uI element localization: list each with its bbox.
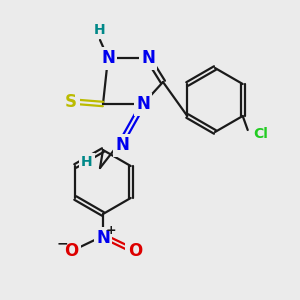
Text: N: N (136, 95, 150, 113)
Text: N: N (115, 136, 129, 154)
Text: H: H (94, 23, 106, 37)
Text: N: N (101, 49, 115, 67)
Text: −: − (56, 236, 68, 250)
Text: H: H (81, 155, 93, 169)
Text: N: N (141, 49, 155, 67)
Text: O: O (128, 242, 142, 260)
Text: +: + (106, 224, 116, 236)
Text: S: S (65, 93, 77, 111)
Text: O: O (64, 242, 78, 260)
Text: Cl: Cl (253, 127, 268, 141)
Text: N: N (96, 229, 110, 247)
